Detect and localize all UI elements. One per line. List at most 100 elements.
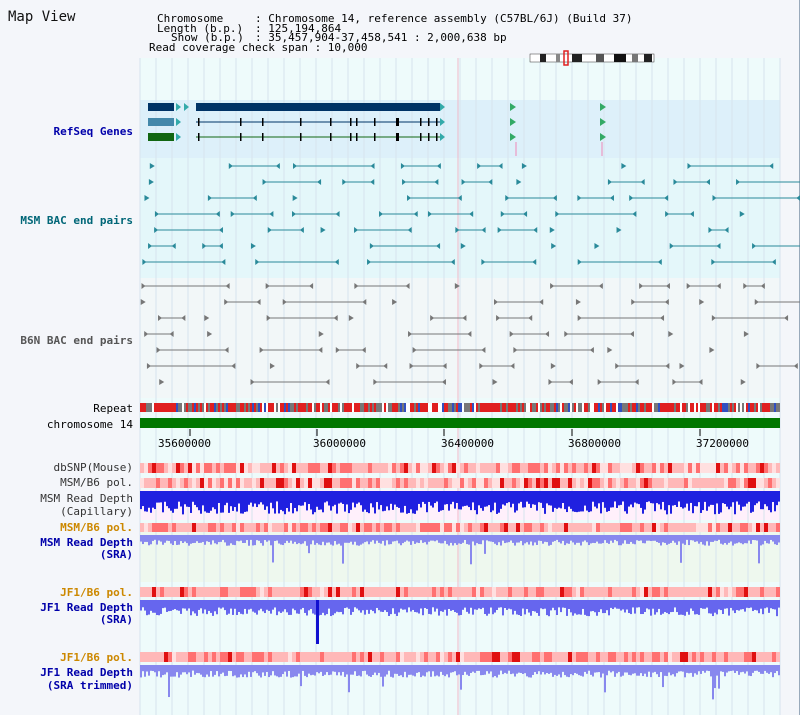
depth-bar (734, 535, 736, 544)
repeat-segment (230, 403, 232, 412)
depth-bar (692, 491, 694, 514)
polymorphism-cell (232, 587, 236, 597)
length-key: Length (b.p.) (157, 22, 244, 35)
depth-bar (328, 665, 330, 676)
repeat-segment (162, 403, 164, 412)
depth-bar (228, 665, 230, 671)
depth-bar (442, 665, 444, 675)
bac-end (392, 299, 398, 305)
exon (420, 133, 422, 141)
depth-bar (360, 600, 362, 613)
depth-bar (402, 535, 404, 544)
polymorphism-cell (140, 652, 144, 662)
repeat-segment (390, 403, 392, 412)
repeat-segment (722, 403, 724, 412)
depth-bar (412, 491, 414, 514)
polymorphism-cell (200, 587, 204, 597)
polymorphism-cell (184, 523, 188, 532)
depth-bar (654, 491, 656, 512)
depth-bar (484, 491, 486, 507)
depth-bar (510, 665, 512, 675)
depth-bar (704, 600, 706, 609)
polymorphism-cell (472, 478, 476, 488)
repeat-segment (346, 403, 348, 412)
repeat-segment (250, 403, 252, 412)
depth-bar (438, 535, 440, 543)
depth-bar (168, 535, 170, 541)
depth-bar (684, 665, 686, 678)
depth-bar (234, 535, 236, 546)
bac-end (577, 195, 582, 201)
repeat-segment (742, 403, 744, 412)
depth-bar (506, 491, 508, 504)
depth-bar (554, 600, 556, 611)
polymorphism-cell (772, 463, 776, 473)
ideogram (529, 53, 655, 63)
depth-bar (404, 600, 406, 610)
repeat-segment (606, 403, 608, 412)
track-label-b6n-bac[interactable]: B6N BAC end pairs (20, 334, 133, 347)
depth-bar (404, 535, 406, 542)
depth-bar (398, 491, 400, 508)
polymorphism-cell (200, 478, 204, 488)
repeat-segment (232, 403, 234, 412)
track-label-msm-bac[interactable]: MSM BAC end pairs (20, 214, 133, 227)
polymorphism-cell (420, 463, 424, 473)
repeat-segment (218, 403, 220, 412)
depth-bar (510, 535, 512, 541)
depth-bar (420, 600, 422, 609)
repeat-segment (376, 403, 378, 412)
depth-bar (730, 491, 732, 507)
depth-bar (650, 600, 652, 616)
depth-bar (694, 491, 696, 507)
depth-bar (748, 535, 750, 541)
track-label-refseq[interactable]: RefSeq Genes (53, 125, 133, 138)
repeat-segment (450, 403, 452, 412)
repeat-segment (436, 403, 438, 412)
repeat-segment (706, 403, 708, 412)
repeat-segment (580, 403, 582, 412)
repeat-segment (662, 403, 664, 412)
depth-bar (250, 491, 252, 503)
depth-bar (736, 535, 738, 544)
repeat-segment (462, 403, 464, 412)
polymorphism-cell (144, 587, 148, 597)
depth-bar (752, 491, 754, 512)
polymorphism-cell (724, 523, 728, 532)
depth-bar (602, 600, 604, 614)
depth-bar (452, 665, 454, 673)
polymorphism-cell (636, 478, 640, 488)
depth-bar (260, 665, 262, 678)
depth-bar (378, 600, 380, 611)
depth-bar (490, 535, 492, 542)
chromosome-bar (140, 418, 780, 428)
polymorphism-cell (396, 523, 400, 532)
bac-end (492, 379, 498, 385)
depth-bar (210, 600, 212, 613)
polymorphism-cell (168, 478, 172, 488)
polymorphism-cell (408, 478, 412, 488)
polymorphism-cell (556, 478, 560, 488)
bac-end (743, 283, 748, 289)
depth-bar (192, 491, 194, 502)
polymorphism-cell (168, 523, 172, 532)
depth-bar (778, 535, 780, 543)
bac-end (467, 331, 472, 337)
depth-bar (312, 491, 314, 515)
depth-bar (616, 600, 618, 609)
polymorphism-cell (592, 463, 596, 473)
repeat-segment (714, 403, 716, 412)
bac-end (664, 299, 669, 305)
depth-bar (334, 535, 336, 542)
polymorphism-cell (592, 478, 596, 488)
polymorphism-cell (256, 523, 260, 532)
depth-bar (268, 600, 270, 611)
polymorphism-cell (744, 587, 748, 597)
polymorphism-cell (672, 463, 676, 473)
depth-bar (378, 491, 380, 510)
repeat-segment (374, 403, 376, 412)
polymorphism-cell (464, 587, 468, 597)
polymorphism-cell (684, 478, 688, 488)
depth-bar (576, 600, 578, 615)
